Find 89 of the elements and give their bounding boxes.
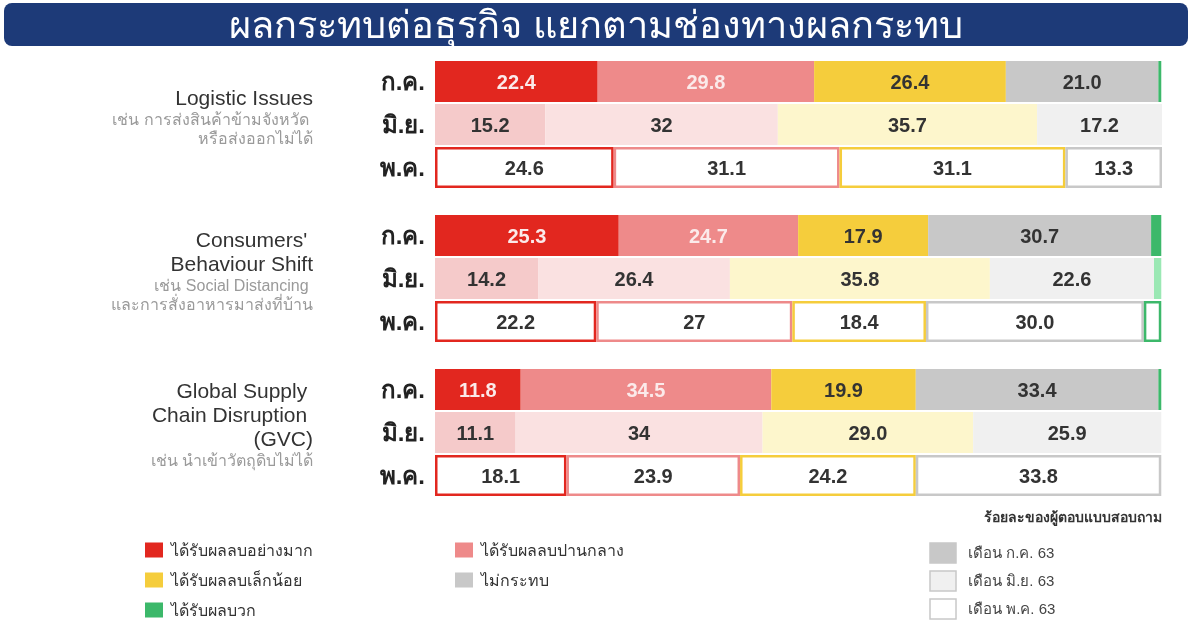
bar [435,412,516,453]
y-tick-label: พ.ค. [379,461,425,489]
data-label: 33.8 [1019,464,1058,487]
data-label: 11.1 [456,421,495,444]
y-tick-label: ก.ค. [380,375,425,403]
bar [798,215,929,256]
data-label: 35.7 [887,113,927,136]
data-label: 31.1 [933,156,972,179]
data-label: 13.3 [1094,156,1134,179]
text: เช่น การส่งสินค้าข้ามจังหวัด หรือส่งออกไม่ได้ [112,110,313,147]
data-label: 17.9 [843,224,883,247]
data-label: 29.8 [686,70,726,93]
bar [520,369,772,410]
bar [435,369,521,410]
y-tick-label: มิ.ย. [381,110,425,138]
bar [1151,215,1162,256]
data-label: 33.4 [1017,378,1058,401]
bar [515,412,763,453]
legend-label: ไม่กระทบ [479,571,549,589]
bar [973,412,1162,453]
legend-label: ได้รับผลลบอย่างมาก [169,541,313,559]
bar [545,104,778,145]
bar [538,258,730,299]
text: เดือน ก.ค. 63 [968,544,1055,561]
bar [435,258,539,299]
data-label: 26.4 [890,70,931,93]
data-label: 34.5 [626,378,666,401]
y-tick-label: พ.ค. [379,307,425,335]
data-label: 11.8 [458,378,497,401]
bar [618,215,799,256]
data-label: 35.8 [840,267,880,290]
y-tick-label: มิ.ย. [381,264,425,292]
data-label: 19.9 [824,378,863,401]
bar [762,412,974,453]
bar [915,369,1159,410]
text: เดือน พ.ค. 63 [968,600,1056,617]
data-label: 26.4 [614,267,655,290]
bar [729,258,990,299]
bar [777,104,1038,145]
y-tick-label: ก.ค. [380,221,425,249]
text: เช่น Social Distancing และการสั่งอาหารมาส่งที่บ้าน [111,276,313,313]
data-label: 21.0 [1062,70,1102,93]
data-label: 24.2 [808,464,848,487]
text: เช่น นำเข้าวัตถุดิบไม่ได้ [150,451,313,471]
legend-label: ได้รับผลลบปานกลาง [479,541,624,559]
data-label: 24.7 [688,224,728,247]
data-label: 23.9 [633,464,673,487]
data-label: 22.4 [496,70,537,93]
bar [1037,104,1162,145]
data-label: 30.7 [1020,224,1060,247]
y-axis-title: Logistic Issues [175,85,313,109]
data-label: 18.4 [839,310,880,333]
data-label: 22.2 [496,310,536,333]
data-label: 32 [650,113,673,136]
data-label: 14.2 [467,267,507,290]
data-label: 31.1 [707,156,747,179]
bar [989,258,1155,299]
data-label: 25.9 [1047,421,1087,444]
bar [814,61,1006,102]
bar [597,61,815,102]
data-label: 34 [627,421,652,444]
data-label: 22.6 [1052,267,1092,290]
bar [1005,61,1159,102]
data-label: 24.6 [504,156,544,179]
y-axis-title: Global Supply Chain Disruption (GVC) [151,379,313,450]
bar [1158,369,1162,410]
bar [1154,258,1162,299]
data-label: 15.2 [470,113,510,136]
y-tick-label: พ.ค. [379,153,425,181]
bar [1158,61,1162,102]
bar [435,104,546,145]
data-label: 29.0 [848,421,888,444]
data-label: 18.1 [481,464,521,487]
text: ร้อยละของผู้ตอบแบบสอบถาม [984,509,1162,526]
y-axis-title: Consumers' Behaviour Shift [170,227,314,275]
bar [771,369,916,410]
chart-title: ผลกระทบต่อธุรกิจ แยกตามช่องทางผลกระทบ [229,4,963,48]
legend-label: ได้รับผลลบเล็กน้อย [169,570,302,589]
data-label: 27 [683,310,706,333]
bar [435,61,598,102]
data-label: 30.0 [1015,310,1055,333]
text: เดือน มิ.ย. 63 [968,572,1055,589]
legend-label: ได้รับผลบวก [169,601,256,619]
data-label: 25.3 [507,224,547,247]
bar [928,215,1152,256]
y-tick-label: ก.ค. [380,67,425,95]
bar [435,215,619,256]
y-tick-label: มิ.ย. [381,418,425,446]
data-label: 17.2 [1080,113,1120,136]
